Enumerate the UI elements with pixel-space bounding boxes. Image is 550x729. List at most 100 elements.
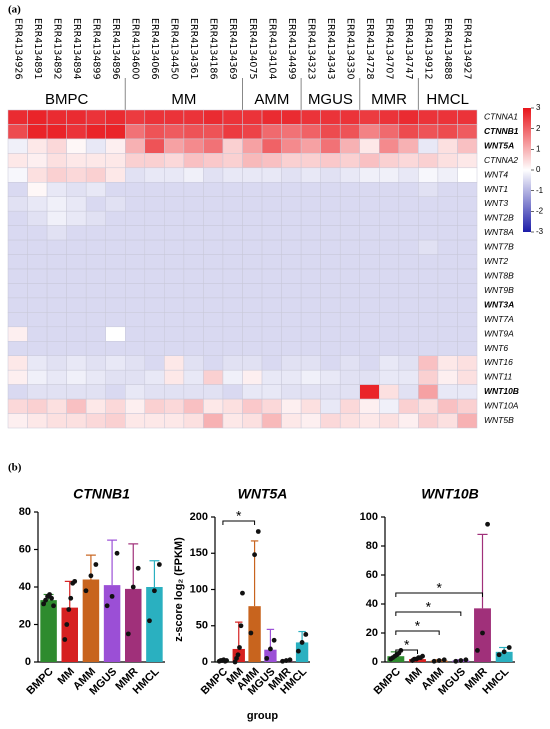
group-label: MGUS xyxy=(308,91,353,108)
heatmap-cell xyxy=(203,268,224,284)
heatmap-cell xyxy=(281,355,302,371)
heatmap-cell xyxy=(105,138,126,154)
heatmap-cell xyxy=(222,312,243,328)
heatmap-cell xyxy=(300,167,321,183)
heatmap-cell xyxy=(144,268,165,284)
heatmap-cell xyxy=(379,326,400,342)
heatmap-cell xyxy=(203,138,224,154)
heatmap-cell xyxy=(164,124,185,140)
heatmap-cell xyxy=(418,239,439,255)
heatmap-cell xyxy=(222,384,243,400)
heatmap-cell xyxy=(105,369,126,385)
significance-label: * xyxy=(415,618,421,634)
heatmap-cell xyxy=(437,369,458,385)
data-point xyxy=(283,658,289,663)
heatmap-cell xyxy=(27,384,48,400)
heatmap-cell xyxy=(85,312,106,328)
data-point xyxy=(431,658,437,664)
heatmap-cell xyxy=(457,413,478,429)
heatmap-cell xyxy=(300,239,321,255)
heatmap-cell xyxy=(125,355,146,371)
heatmap-cell xyxy=(359,124,380,140)
y-tick-label: 40 xyxy=(19,581,31,593)
column-label: ERR4134600 xyxy=(130,18,141,80)
heatmap-cell xyxy=(105,384,126,400)
heatmap-cell xyxy=(203,384,224,400)
heatmap-cell xyxy=(7,138,28,154)
y-tick-label: 60 xyxy=(366,569,378,581)
heatmap-cell xyxy=(261,182,282,197)
heatmap-cell xyxy=(242,167,263,183)
heatmap-cell xyxy=(85,196,106,212)
heatmap-cell xyxy=(281,312,302,328)
heatmap-cell xyxy=(105,297,126,313)
heatmap-cell xyxy=(281,196,302,212)
column-label: ERR4134927 xyxy=(462,18,473,80)
heatmap-cell xyxy=(320,355,341,371)
heatmap-cell xyxy=(339,225,361,241)
heatmap-cell xyxy=(359,341,380,356)
heatmap-cell xyxy=(46,239,67,255)
heatmap-cell xyxy=(339,398,361,414)
heatmap-cell xyxy=(46,225,67,241)
heatmap-cell xyxy=(222,355,243,371)
column-label: ERR4134361 xyxy=(188,18,199,80)
heatmap-cell xyxy=(164,182,185,197)
heatmap-cell xyxy=(222,398,243,414)
y-tick-label: 20 xyxy=(19,618,31,630)
data-point xyxy=(147,618,152,624)
row-label: CTNNA1 xyxy=(484,111,518,121)
heatmap-cell xyxy=(359,369,380,385)
heatmap-cell xyxy=(125,182,146,197)
heatmap-cell xyxy=(339,312,361,328)
heatmap-cell xyxy=(183,326,204,342)
heatmap-cell xyxy=(66,355,87,371)
heatmap-cell xyxy=(66,413,87,429)
heatmap-cell xyxy=(7,312,28,328)
heatmap-cell xyxy=(261,326,282,342)
heatmap-cell xyxy=(300,283,321,299)
row-label: WNT2 xyxy=(484,256,508,266)
heatmap-cell xyxy=(339,196,361,212)
heatmap-cell xyxy=(222,124,243,140)
heatmap-cell xyxy=(7,254,28,270)
heatmap-cell xyxy=(105,398,126,414)
heatmap-cell xyxy=(379,369,400,385)
group-label: AMM xyxy=(254,91,289,108)
heatmap-cell xyxy=(125,210,146,226)
heatmap-cell xyxy=(261,398,282,414)
heatmap-cell xyxy=(339,138,361,154)
data-point xyxy=(41,601,47,607)
heatmap-cell xyxy=(281,239,302,255)
heatmap-cell xyxy=(125,384,146,400)
heatmap-cell xyxy=(437,153,458,169)
heatmap-cell xyxy=(437,384,458,400)
data-point xyxy=(235,652,241,658)
group-label: MMR xyxy=(371,91,407,108)
heatmap-cell xyxy=(320,167,341,183)
data-point xyxy=(248,630,254,636)
heatmap-cell xyxy=(320,196,341,212)
y-axis-label: z-score log₂ (FPKM) xyxy=(173,537,185,642)
heatmap-cell xyxy=(222,413,243,429)
heatmap-cell xyxy=(46,254,67,270)
colorbar-tick-label: 1 xyxy=(536,144,541,153)
data-point xyxy=(232,659,238,665)
heatmap-cell xyxy=(125,109,146,125)
heatmap-cell xyxy=(66,196,87,212)
heatmap-cell xyxy=(457,355,478,371)
heatmap-cell xyxy=(300,369,321,385)
heatmap-cell xyxy=(46,384,67,400)
heatmap-cell xyxy=(105,210,126,226)
data-point xyxy=(66,607,72,612)
heatmap-cell xyxy=(222,369,243,385)
heatmap-cell xyxy=(85,297,106,313)
heatmap-cell xyxy=(281,326,302,342)
heatmap-cell xyxy=(85,210,106,226)
heatmap-cell xyxy=(222,239,243,255)
heatmap-cell xyxy=(300,297,321,313)
heatmap-cell xyxy=(183,268,204,284)
heatmap-cell xyxy=(398,312,419,328)
heatmap-cell xyxy=(27,153,48,169)
data-point xyxy=(43,597,49,603)
